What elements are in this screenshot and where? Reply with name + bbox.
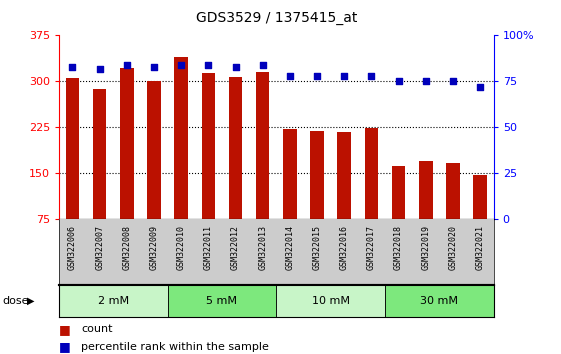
Point <box>258 62 267 68</box>
Text: GSM322007: GSM322007 <box>95 225 104 270</box>
Text: dose: dose <box>3 296 29 306</box>
Bar <box>337 132 351 219</box>
Point <box>95 66 104 72</box>
Text: GDS3529 / 1375415_at: GDS3529 / 1375415_at <box>196 11 357 25</box>
Text: GSM322008: GSM322008 <box>122 225 131 270</box>
Text: GSM322006: GSM322006 <box>68 225 77 270</box>
Bar <box>201 73 215 219</box>
Bar <box>256 72 269 219</box>
Text: 10 mM: 10 mM <box>312 296 350 306</box>
Bar <box>174 57 188 219</box>
Text: ■: ■ <box>59 341 71 353</box>
Point <box>394 79 403 84</box>
Text: GSM322011: GSM322011 <box>204 225 213 270</box>
Point <box>150 64 159 69</box>
Bar <box>276 285 385 317</box>
Text: GSM322013: GSM322013 <box>258 225 267 270</box>
Text: 5 mM: 5 mM <box>206 296 237 306</box>
Text: 2 mM: 2 mM <box>98 296 129 306</box>
Point <box>122 62 131 68</box>
Text: GSM322015: GSM322015 <box>312 225 321 270</box>
Text: GSM322017: GSM322017 <box>367 225 376 270</box>
Bar <box>147 81 161 219</box>
Point <box>476 84 485 90</box>
Point <box>340 73 349 79</box>
Text: GSM322016: GSM322016 <box>340 225 349 270</box>
Text: GSM322018: GSM322018 <box>394 225 403 270</box>
Bar <box>168 285 276 317</box>
Point <box>448 79 457 84</box>
Text: ■: ■ <box>59 323 71 336</box>
Bar <box>59 285 168 317</box>
Bar <box>392 166 406 219</box>
Text: ▶: ▶ <box>27 296 34 306</box>
Text: GSM322019: GSM322019 <box>421 225 430 270</box>
Bar <box>283 129 297 219</box>
Bar <box>473 175 487 219</box>
Text: GSM322020: GSM322020 <box>448 225 457 270</box>
Bar <box>66 78 79 219</box>
Text: GSM322021: GSM322021 <box>476 225 485 270</box>
Point <box>367 73 376 79</box>
Bar <box>310 131 324 219</box>
Bar <box>93 89 107 219</box>
Bar <box>120 68 134 219</box>
Point <box>231 64 240 69</box>
Text: GSM322010: GSM322010 <box>177 225 186 270</box>
Text: count: count <box>81 324 113 334</box>
Text: GSM322012: GSM322012 <box>231 225 240 270</box>
Bar <box>446 163 459 219</box>
Bar <box>385 285 494 317</box>
Point <box>204 62 213 68</box>
Point <box>177 62 186 68</box>
Text: 30 mM: 30 mM <box>420 296 458 306</box>
Point <box>286 73 295 79</box>
Bar <box>229 76 242 219</box>
Bar <box>419 161 433 219</box>
Point <box>312 73 321 79</box>
Bar <box>365 128 378 219</box>
Point <box>68 64 77 69</box>
Text: percentile rank within the sample: percentile rank within the sample <box>81 342 269 352</box>
Point <box>421 79 430 84</box>
Text: GSM322014: GSM322014 <box>286 225 295 270</box>
Text: GSM322009: GSM322009 <box>150 225 159 270</box>
